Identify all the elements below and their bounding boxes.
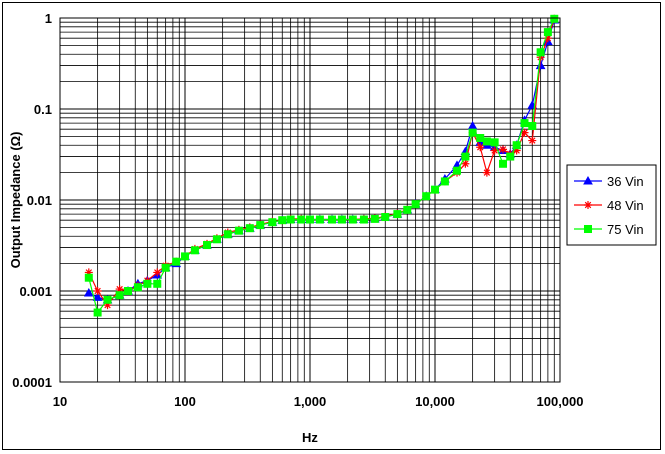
data-point [172, 257, 181, 266]
data-point [461, 159, 470, 168]
data-point [422, 192, 431, 201]
data-point [234, 226, 243, 235]
data-point [476, 134, 485, 143]
data-point [536, 48, 545, 57]
data-point [453, 166, 462, 175]
data-point [103, 301, 112, 310]
data-point [84, 268, 93, 277]
data-point [359, 215, 368, 224]
data-point [133, 283, 142, 292]
data-point [506, 152, 515, 161]
data-point [256, 221, 265, 230]
data-point [476, 143, 485, 152]
y-tick-label: 0.01 [27, 193, 52, 208]
legend-label: 75 Vin [607, 222, 644, 237]
x-tick-label: 100 [174, 394, 196, 409]
data-point [153, 279, 162, 288]
series-group [83, 14, 560, 317]
data-point [468, 128, 477, 137]
data-point [499, 159, 508, 168]
plot-border [59, 17, 561, 383]
data-point [403, 205, 412, 214]
data-point [370, 214, 379, 223]
y-tick-label: 0.001 [19, 284, 52, 299]
data-point [181, 252, 189, 261]
y-tick-label: 0.0001 [12, 375, 52, 390]
legend-label: 48 Vin [607, 198, 644, 213]
legend: 36 Vin 48 Vin 75 Vin [566, 164, 657, 246]
y-tick-label: 1 [45, 11, 52, 26]
data-point [278, 216, 287, 225]
data-point [84, 273, 93, 282]
series-2 [84, 14, 559, 317]
x-tick-label: 100,000 [537, 394, 584, 409]
data-point [93, 308, 102, 317]
legend-marker [584, 201, 592, 209]
data-point [499, 145, 508, 154]
x-tick-label: 10 [53, 394, 67, 409]
legend-box [566, 164, 657, 246]
x-tick-labels: 10 100 1,000 10,000 100,000 [53, 394, 584, 409]
y-axis-title: Output Impedance (Ω) [8, 132, 23, 269]
data-point [482, 137, 491, 146]
y-tick-labels: 0.0001 0.001 0.01 0.1 1 [12, 11, 52, 390]
legend-marker [583, 175, 593, 185]
data-point [212, 235, 221, 244]
data-point [520, 119, 529, 128]
data-point [381, 213, 390, 222]
data-point [268, 218, 277, 227]
data-point [337, 215, 346, 224]
data-point [512, 141, 521, 150]
data-point [461, 152, 470, 161]
data-point [115, 291, 124, 300]
data-point [93, 287, 102, 295]
y-tick-label: 0.1 [34, 102, 52, 117]
data-point [315, 215, 324, 224]
x-tick-label: 10,000 [415, 394, 455, 409]
data-point [528, 122, 537, 131]
data-point [83, 288, 94, 297]
data-point [512, 146, 521, 155]
data-point [223, 230, 232, 239]
data-point [203, 241, 212, 250]
data-point [103, 295, 112, 304]
data-point [153, 268, 162, 277]
legend-label: 36 Vin [607, 174, 644, 189]
data-point [245, 224, 254, 233]
data-point [161, 263, 170, 272]
data-point [190, 246, 199, 255]
data-point [297, 215, 306, 224]
data-point [543, 34, 552, 43]
data-point [328, 215, 337, 224]
data-point [286, 215, 295, 224]
data-point [490, 138, 499, 147]
data-point [393, 210, 402, 219]
data-point [411, 200, 420, 209]
data-point [306, 215, 314, 224]
data-point [528, 136, 537, 145]
grid-lines [60, 18, 560, 382]
data-point [431, 185, 439, 194]
data-point [440, 177, 449, 186]
data-point [124, 287, 133, 295]
data-point [92, 292, 103, 301]
x-axis-title: Hz [302, 430, 318, 445]
data-point [550, 14, 559, 23]
data-point [115, 285, 124, 294]
data-point [482, 168, 491, 177]
legend-marker [584, 225, 592, 233]
data-point [490, 146, 499, 155]
data-point [520, 128, 529, 137]
data-point [543, 28, 552, 37]
x-tick-label: 1,000 [294, 394, 327, 409]
data-point [143, 279, 152, 288]
data-point [348, 215, 357, 224]
